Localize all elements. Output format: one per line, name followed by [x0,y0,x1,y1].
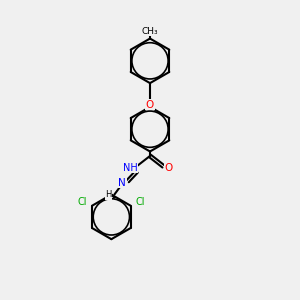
Text: N: N [118,178,126,188]
Text: Cl: Cl [135,197,145,207]
Text: CH₃: CH₃ [142,27,158,36]
Text: O: O [165,163,173,173]
Text: NH: NH [123,163,137,173]
Text: Cl: Cl [78,197,87,207]
Text: O: O [146,100,154,110]
Text: H: H [105,190,112,199]
